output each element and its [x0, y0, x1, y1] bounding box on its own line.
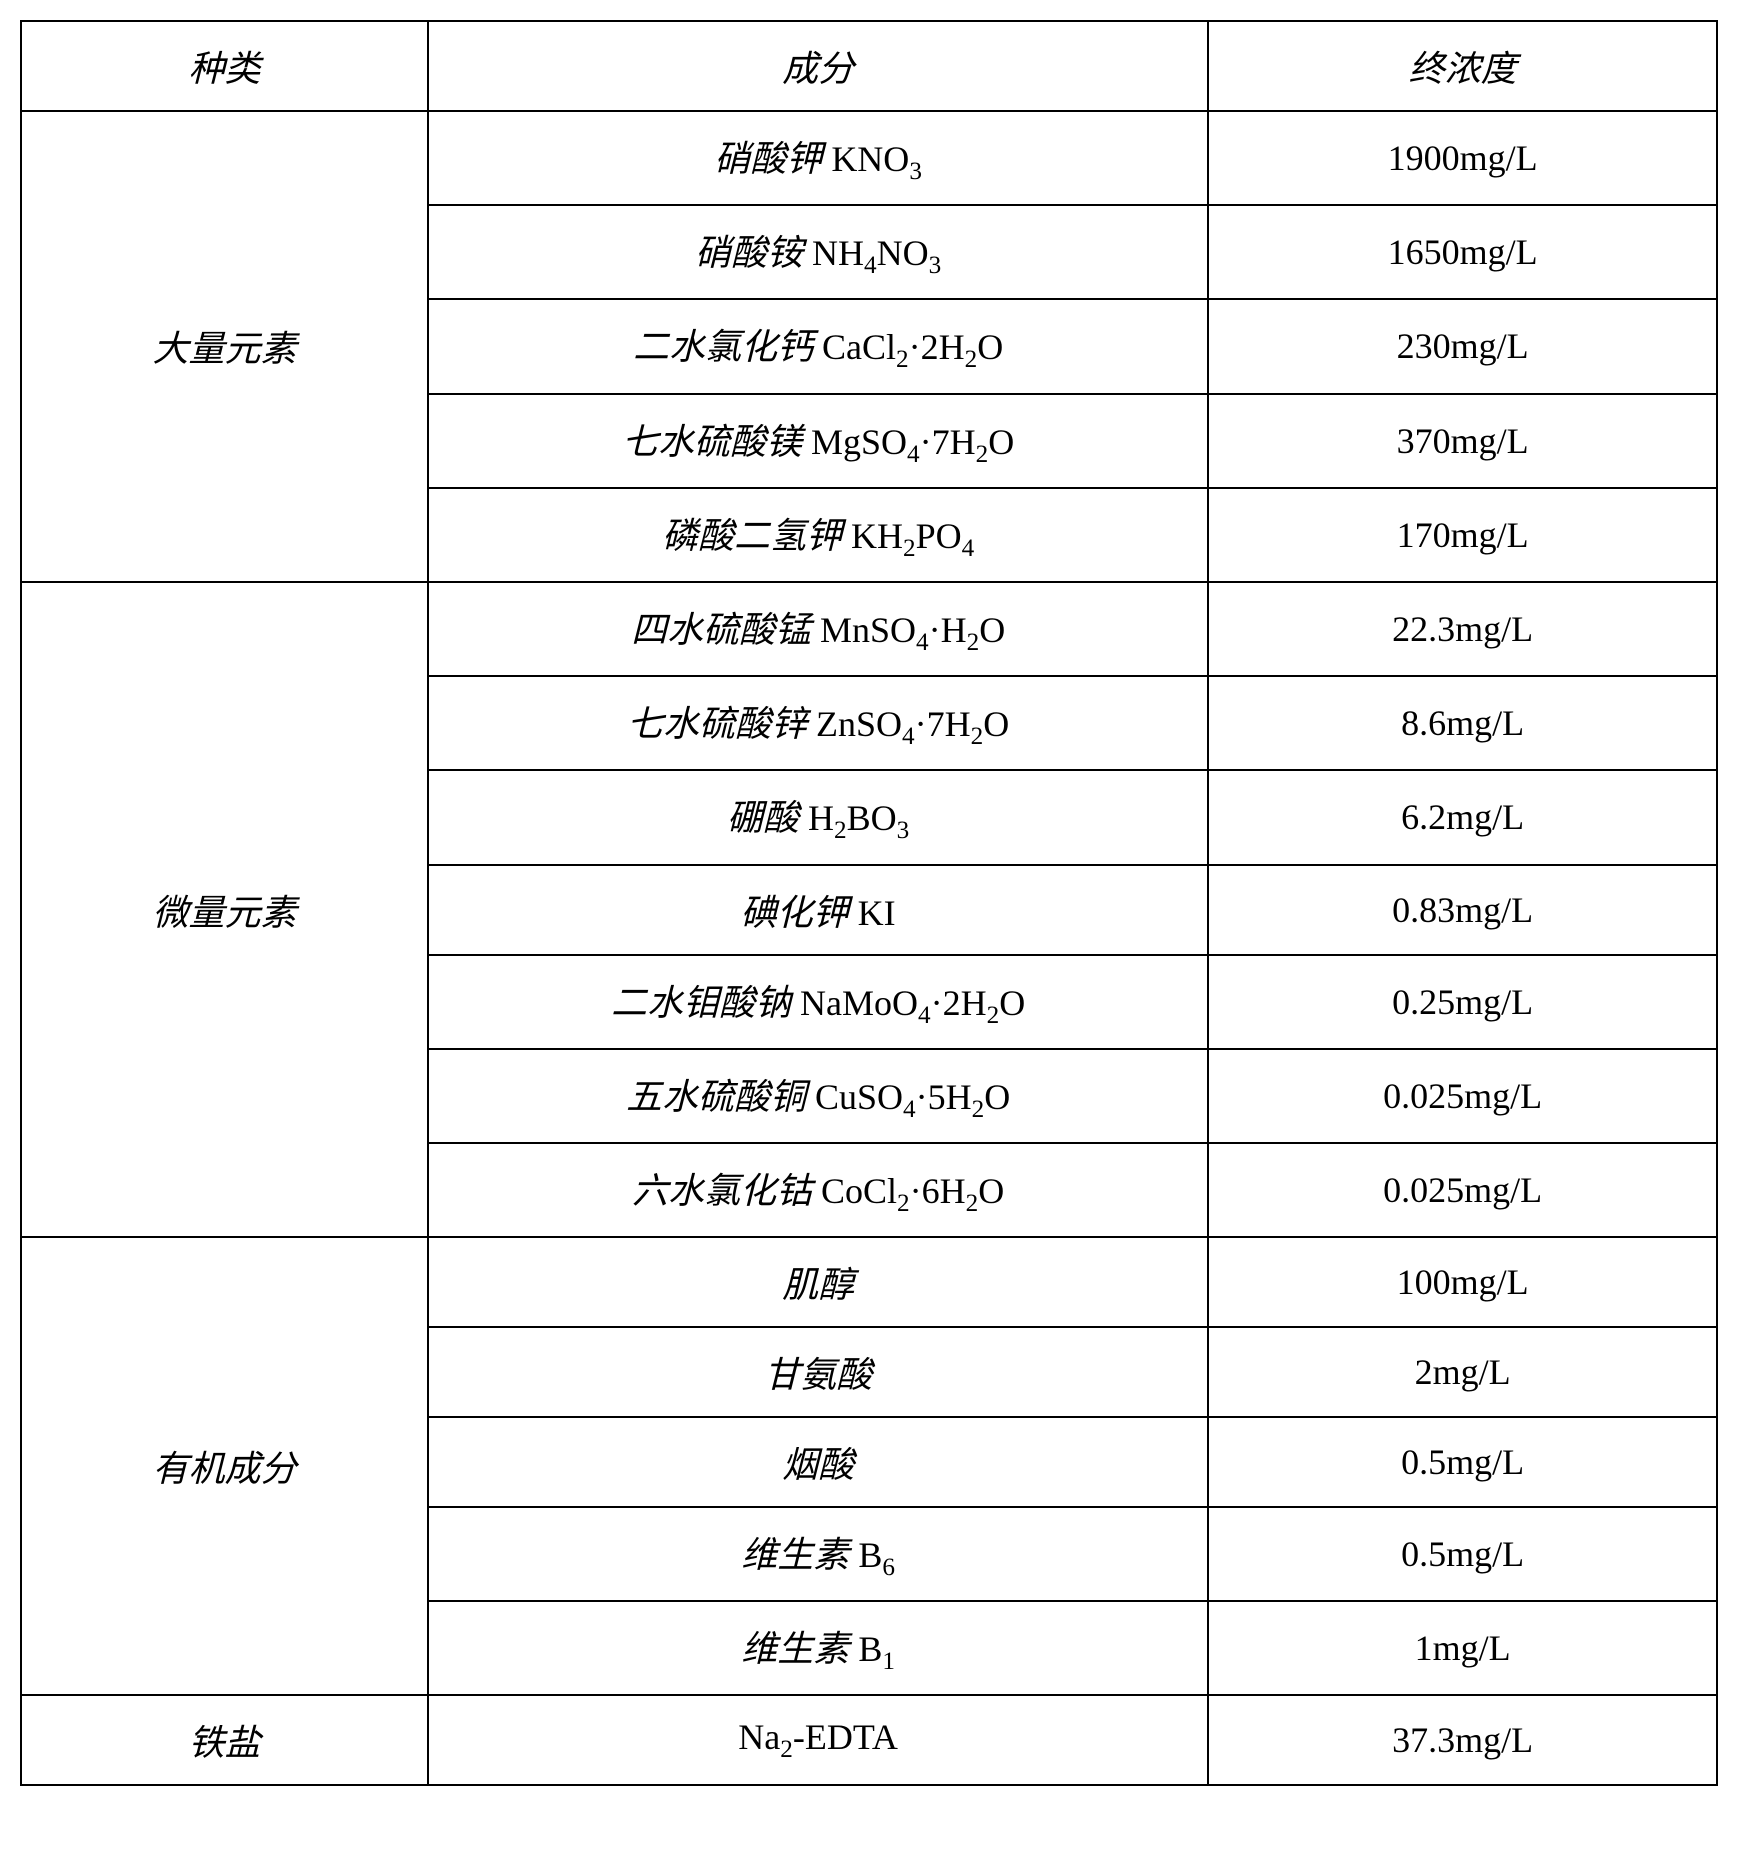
table-row: 铁盐Na2-EDTA37.3mg/L: [21, 1695, 1717, 1785]
concentration-cell: 0.5mg/L: [1208, 1507, 1717, 1601]
header-category: 种类: [21, 21, 428, 111]
concentration-cell: 170mg/L: [1208, 488, 1717, 582]
table-row: 有机成分肌醇100mg/L: [21, 1237, 1717, 1327]
concentration-cell: 1900mg/L: [1208, 111, 1717, 205]
concentration-cell: 370mg/L: [1208, 394, 1717, 488]
concentration-cell: 22.3mg/L: [1208, 582, 1717, 676]
component-cell: 硝酸铵 NH4NO3: [428, 205, 1208, 299]
header-component: 成分: [428, 21, 1208, 111]
component-cell: 四水硫酸锰 MnSO4·H2O: [428, 582, 1208, 676]
component-cell: 七水硫酸镁 MgSO4·7H2O: [428, 394, 1208, 488]
component-cell: 肌醇: [428, 1237, 1208, 1327]
component-cell: 维生素 B6: [428, 1507, 1208, 1601]
component-cell: 烟酸: [428, 1417, 1208, 1507]
concentration-cell: 1650mg/L: [1208, 205, 1717, 299]
component-cell: 磷酸二氢钾 KH2PO4: [428, 488, 1208, 582]
concentration-cell: 0.25mg/L: [1208, 955, 1717, 1049]
concentration-cell: 6.2mg/L: [1208, 770, 1717, 864]
concentration-cell: 0.025mg/L: [1208, 1143, 1717, 1237]
table-header-row: 种类成分终浓度: [21, 21, 1717, 111]
component-cell: 二水氯化钙 CaCl2·2H2O: [428, 299, 1208, 393]
component-cell: 硝酸钾 KNO3: [428, 111, 1208, 205]
concentration-cell: 0.5mg/L: [1208, 1417, 1717, 1507]
component-cell: 硼酸 H2BO3: [428, 770, 1208, 864]
header-concentration: 终浓度: [1208, 21, 1717, 111]
concentration-cell: 2mg/L: [1208, 1327, 1717, 1417]
concentration-cell: 37.3mg/L: [1208, 1695, 1717, 1785]
table-row: 大量元素硝酸钾 KNO31900mg/L: [21, 111, 1717, 205]
table-row: 微量元素四水硫酸锰 MnSO4·H2O22.3mg/L: [21, 582, 1717, 676]
concentration-cell: 100mg/L: [1208, 1237, 1717, 1327]
component-cell: 维生素 B1: [428, 1601, 1208, 1695]
concentration-cell: 0.025mg/L: [1208, 1049, 1717, 1143]
category-cell: 铁盐: [21, 1695, 428, 1785]
concentration-cell: 1mg/L: [1208, 1601, 1717, 1695]
table-body: 种类成分终浓度大量元素硝酸钾 KNO31900mg/L硝酸铵 NH4NO3165…: [21, 21, 1717, 1785]
component-cell: 七水硫酸锌 ZnSO4·7H2O: [428, 676, 1208, 770]
component-cell: 甘氨酸: [428, 1327, 1208, 1417]
category-cell: 有机成分: [21, 1237, 428, 1695]
component-cell: 五水硫酸铜 CuSO4·5H2O: [428, 1049, 1208, 1143]
composition-table: 种类成分终浓度大量元素硝酸钾 KNO31900mg/L硝酸铵 NH4NO3165…: [20, 20, 1718, 1786]
concentration-cell: 230mg/L: [1208, 299, 1717, 393]
component-cell: 二水钼酸钠 NaMoO4·2H2O: [428, 955, 1208, 1049]
concentration-cell: 8.6mg/L: [1208, 676, 1717, 770]
component-cell: 六水氯化钴 CoCl2·6H2O: [428, 1143, 1208, 1237]
concentration-cell: 0.83mg/L: [1208, 865, 1717, 955]
component-cell: Na2-EDTA: [428, 1695, 1208, 1785]
category-cell: 微量元素: [21, 582, 428, 1237]
component-cell: 碘化钾 KI: [428, 865, 1208, 955]
category-cell: 大量元素: [21, 111, 428, 582]
